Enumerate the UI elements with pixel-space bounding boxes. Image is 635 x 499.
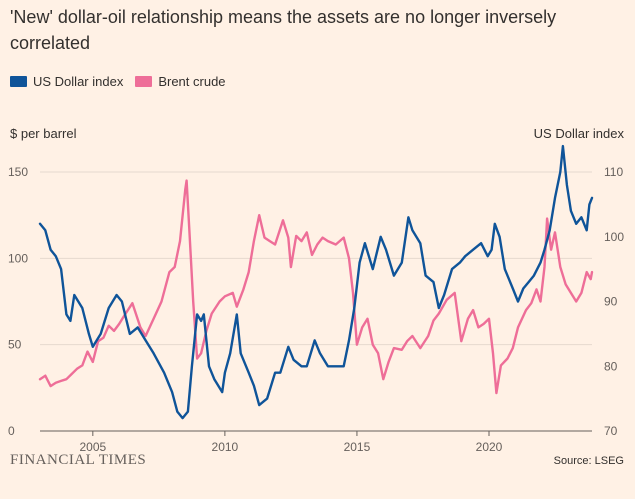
legend-swatch-brent xyxy=(135,76,153,87)
series-line-brent-crude xyxy=(38,179,594,395)
legend-item-usd: US Dollar index xyxy=(10,74,123,89)
series-lines xyxy=(38,144,594,420)
right-tick-label: 100 xyxy=(604,230,624,244)
right-tick-label: 70 xyxy=(604,424,618,438)
left-tick-label: 150 xyxy=(8,165,28,179)
right-axis-title: US Dollar index xyxy=(533,126,624,141)
legend-swatch-usd xyxy=(10,76,27,87)
right-tick-label: 80 xyxy=(604,359,618,373)
legend-label-usd: US Dollar index xyxy=(33,74,124,89)
legend: US Dollar index Brent crude xyxy=(10,74,238,89)
chart-title: 'New' dollar-oil relationship means the … xyxy=(10,7,557,53)
left-axis-title: $ per barrel xyxy=(10,126,77,141)
ft-logo: FINANCIAL TIMES xyxy=(10,452,147,468)
legend-label-brent: Brent crude xyxy=(158,74,226,89)
left-tick-label: 50 xyxy=(8,338,22,352)
x-tick-label: 2015 xyxy=(344,440,371,454)
right-tick-label: 110 xyxy=(604,165,623,179)
x-tick-label: 2010 xyxy=(212,440,239,454)
axis-ticks: 0 50 100 150 70 80 90 100 110 2005 2010 2015 2020 xyxy=(8,165,624,454)
right-tick-label: 90 xyxy=(604,295,618,309)
legend-item-brent: Brent crude xyxy=(135,74,226,89)
x-tick-label: 2020 xyxy=(476,440,503,454)
left-tick-label: 0 xyxy=(8,424,15,438)
left-tick-label: 100 xyxy=(8,251,28,265)
x-tick-label: 2005 xyxy=(79,440,106,454)
series-line-us-dollar-index xyxy=(38,144,594,420)
source-note: Source: LSEG xyxy=(553,455,624,467)
